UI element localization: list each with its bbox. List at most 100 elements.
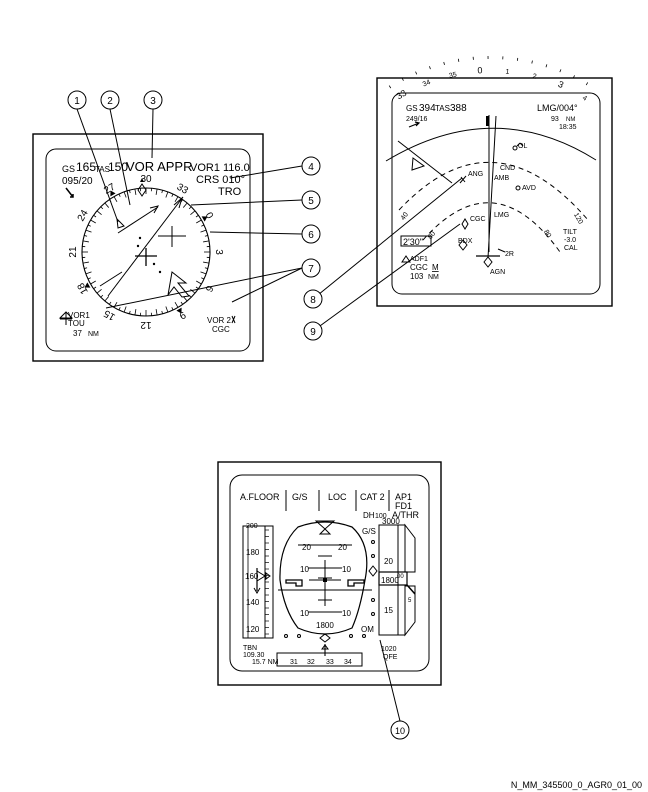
arc-tick (559, 69, 562, 73)
alt-current: 1800 (381, 576, 399, 585)
arc-tick (457, 58, 460, 62)
vor-ident: VOR1 116.0 (190, 162, 250, 174)
gs-value: 165 (76, 160, 96, 174)
approach-mode: VOR APPR (126, 159, 192, 174)
compass-tick (93, 214, 97, 218)
vor1-symbol-icon (58, 311, 74, 325)
arc-heading-label: 4 (581, 95, 588, 103)
arc-wpt-time: 18:35 (559, 124, 577, 131)
hdg-31: 31 (290, 659, 298, 666)
arc-wind-arrow-icon (408, 121, 421, 128)
wind-readout: 095/20 (62, 176, 93, 187)
pitch-10-right: 10 (342, 565, 351, 574)
compass-tick (84, 267, 88, 269)
compass-tick (165, 306, 169, 313)
nd-rose-display: GS 165 TAS 15 0 095/20 VOR APPR VOR1 116.… (32, 133, 264, 362)
arc-wind: 249/16 (406, 116, 428, 123)
compass-label: 15 (102, 307, 118, 322)
compass-tick (195, 286, 199, 290)
compass-tick (100, 294, 104, 298)
compass-tick (174, 302, 179, 308)
ils-label: TBN (243, 645, 257, 652)
compass-tick (188, 294, 192, 298)
compass-tick (165, 191, 169, 198)
compass-tick (85, 271, 92, 275)
wpt-2r: 2R (505, 251, 514, 258)
heading-index-icon (140, 178, 144, 182)
speed-200: 200 (246, 523, 258, 530)
heading-tape (276, 652, 363, 667)
vor1-distance: 37 (73, 329, 82, 338)
compass-marker (110, 190, 116, 197)
lubber-diamond-icon (137, 183, 147, 197)
compass-tick (180, 301, 184, 305)
fma-athr: A/THR (392, 510, 420, 520)
vor1-unit: NM (88, 331, 99, 338)
compass-tick (93, 286, 97, 290)
altitude-window (378, 571, 408, 586)
svg-text:6: 6 (308, 230, 314, 241)
callout-9: 9 (303, 321, 323, 341)
compass-tick (171, 193, 174, 197)
range-40-left: 40 (400, 211, 410, 221)
compass-label: 9 (177, 309, 188, 322)
range-120-right: 120 (572, 212, 584, 226)
compass-tick (134, 188, 137, 195)
callout-10: 10 (390, 720, 410, 740)
compass-label: 18 (75, 280, 90, 296)
compass-tick (134, 309, 137, 316)
arc-tick (585, 82, 589, 86)
compass-label: 30 (140, 174, 152, 185)
compass-tick (182, 202, 188, 208)
hdg-33: 33 (326, 659, 334, 666)
compass-tick (84, 235, 88, 237)
wpt-agn: AGN (490, 269, 505, 276)
compass-tick (204, 235, 208, 237)
wpt-avd: AVD (522, 185, 536, 192)
range-80-left: 80 (427, 230, 437, 241)
compass-tick (87, 277, 91, 280)
adf-needle (397, 140, 453, 184)
fma-fd1: FD1 (395, 501, 412, 511)
compass-tick (85, 229, 92, 233)
svg-text:9: 9 (310, 327, 316, 338)
vs-upper (404, 523, 416, 573)
tas-label: TAS (95, 165, 110, 174)
adf-unit: NM (428, 274, 439, 281)
callout-5: 5 (301, 190, 321, 210)
compass-tick (155, 309, 158, 316)
compass-tick (200, 271, 207, 275)
callout-8: 8 (303, 289, 323, 309)
compass-marker (176, 307, 182, 314)
alt-3000: 3000 (382, 517, 400, 526)
vor1-label: VOR1 (68, 311, 90, 320)
vor2-ident: CGC (212, 325, 230, 334)
compass-tick (104, 296, 110, 302)
course-pointer (107, 196, 184, 297)
compass-tick (161, 190, 163, 194)
arc-heading-label: 35 (448, 71, 457, 80)
baro-value: 1020 (381, 646, 397, 653)
nd-arc-display: GS 394 TAS 388 249/16 LMG/004° 93 NM 18:… (376, 56, 613, 307)
compass-label: 12 (140, 319, 152, 330)
tilt-value: -3.0 (564, 237, 576, 244)
wpt-ang: ANG (468, 171, 483, 178)
arc-tick (545, 64, 548, 68)
fma-afloor: A.FLOOR (240, 492, 280, 502)
cal-label: CAL (564, 245, 578, 252)
svg-text:2: 2 (107, 96, 113, 107)
svg-text:3: 3 (150, 96, 156, 107)
compass-label: 21 (68, 246, 79, 258)
arc-tick (401, 77, 404, 81)
callouts (76, 108, 463, 722)
arc-heading-label: 3 (557, 79, 566, 90)
compass-tick (155, 188, 158, 195)
arc-tick (415, 71, 418, 75)
compass-tick (190, 288, 196, 294)
arc-heading-label: 33 (395, 88, 409, 102)
svg-text:1: 1 (74, 96, 80, 107)
radio-altitude: 1800 (316, 621, 334, 630)
compass-tick (82, 261, 89, 264)
